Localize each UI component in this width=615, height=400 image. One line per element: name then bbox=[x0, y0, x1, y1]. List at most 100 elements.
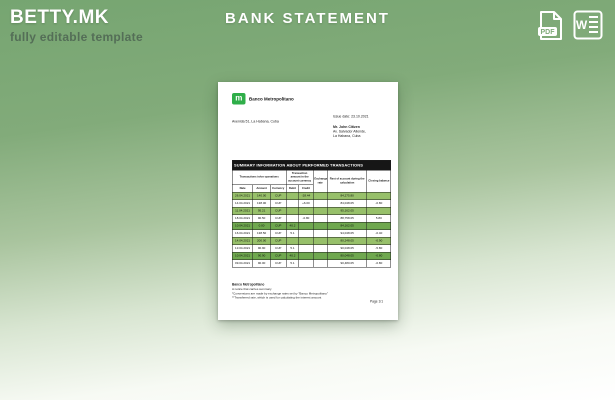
cell-currency: CUP bbox=[270, 199, 287, 208]
document-footer: Banco Metropolitano A notice that carrie… bbox=[232, 283, 328, 300]
cell-rate bbox=[312, 207, 328, 216]
cell-credit bbox=[298, 252, 314, 261]
cell-credit bbox=[298, 229, 314, 238]
cell-credit bbox=[298, 237, 314, 246]
word-download-icon[interactable]: W bbox=[573, 10, 603, 40]
cell-rest: 84,048.05 bbox=[327, 199, 368, 208]
cell-closing: -0.40 bbox=[366, 229, 391, 238]
cell-rest: 88,758.05 bbox=[327, 214, 368, 223]
cell-amount: 200.00 bbox=[252, 237, 271, 246]
cell-currency: CUP bbox=[270, 244, 287, 253]
cell-closing: -5.80 bbox=[366, 244, 391, 253]
cell-rest: 80,248.05 bbox=[327, 237, 368, 246]
cell-date: 16.04.2021 bbox=[231, 229, 254, 238]
table-row: 09.04.2021 90.00 CUP 5.1 90,480.05 -0.80 bbox=[231, 259, 391, 268]
cell-rate bbox=[312, 229, 328, 238]
cell-debit bbox=[285, 192, 300, 201]
col-header-credit: Credit bbox=[298, 184, 314, 193]
cell-date: 10.04.2021 bbox=[231, 252, 254, 261]
group-header-rest-of-account: Rest of account during the calculation bbox=[327, 169, 368, 193]
cell-date: 14.04.2021 bbox=[231, 237, 254, 246]
cell-currency: CUP bbox=[270, 222, 287, 231]
footer-note-1: *Conversions are made by exchange rates … bbox=[232, 292, 329, 296]
issue-date: Issue date: 23.10.2021 bbox=[333, 115, 369, 119]
bank-address: Avenida 51, La Habana, Cuba bbox=[232, 120, 279, 124]
cell-credit bbox=[298, 244, 314, 253]
cell-credit bbox=[298, 207, 314, 216]
cell-debit bbox=[285, 214, 300, 223]
group-header-operations: Transactions in/on operations bbox=[232, 169, 287, 186]
table-row: 10.04.2021 90.90 CUP 40.2 80,048.05 -0.80 bbox=[231, 252, 391, 261]
cell-debit bbox=[285, 237, 300, 246]
table-row: 10.04.2021 0.00 CUP 40.2 84,162.05 bbox=[231, 222, 391, 231]
cell-credit: -0.80 bbox=[298, 214, 314, 223]
document-preview[interactable]: m Banco Metropolitano Avenida 51, La Hab… bbox=[218, 82, 398, 320]
word-icon-label: W bbox=[576, 18, 588, 32]
recipient-city: La Habana, Cuba bbox=[333, 134, 361, 139]
footer-bank-name: Banco Metropolitano bbox=[232, 283, 265, 287]
cell-currency: CUP bbox=[270, 214, 287, 223]
cell-date: 09.04.2021 bbox=[231, 259, 254, 268]
recipient-block: Mr. John Citizen Av. Salvador Allende, L… bbox=[333, 125, 366, 139]
table-row: 13.04.2021 90.90 CUP 5.1 90,048.05 -5.80 bbox=[231, 244, 391, 253]
cell-debit bbox=[285, 199, 300, 208]
cell-credit bbox=[298, 259, 314, 268]
cell-date: 10.04.2021 bbox=[231, 222, 254, 231]
cell-amount: 90.00 bbox=[252, 259, 271, 268]
cell-debit: 5.1 bbox=[285, 244, 300, 253]
brand-logo: BETTY.MK bbox=[10, 7, 109, 28]
cell-amount: 90.50 bbox=[252, 214, 271, 223]
group-header-closing-balance: Closing balance bbox=[366, 169, 391, 193]
cell-amount: 140.00 bbox=[252, 192, 271, 201]
cell-closing: -0.90 bbox=[366, 237, 391, 246]
bank-name: Banco Metropolitano bbox=[249, 96, 294, 102]
cell-credit: -28.44 bbox=[298, 192, 314, 201]
cell-debit bbox=[285, 207, 300, 216]
cell-debit: 5.1 bbox=[285, 259, 300, 268]
statement-table-body: 26.04.2021 140.00 CUP -28.44 84,275.80 14.04.… bbox=[231, 192, 391, 268]
cell-date: 14.04.2021 bbox=[231, 199, 254, 208]
cell-rest: 84,162.05 bbox=[327, 222, 368, 231]
table-row: 11.04.2021 95.21 CUP 95,162.05 bbox=[231, 207, 391, 216]
cell-credit bbox=[298, 222, 314, 231]
cell-currency: CUP bbox=[270, 252, 287, 261]
cell-rate bbox=[312, 244, 328, 253]
cell-date: 11.04.2021 bbox=[231, 207, 254, 216]
cell-debit: 40.2 bbox=[285, 222, 300, 231]
cell-closing: -0.80 bbox=[366, 252, 391, 261]
cell-closing bbox=[366, 207, 391, 216]
cell-closing bbox=[366, 192, 391, 201]
bank-statement-page: m Banco Metropolitano Avenida 51, La Hab… bbox=[218, 82, 398, 320]
table-row: 14.04.2021 200.00 CUP 80,248.05 -0.90 bbox=[231, 237, 391, 246]
page-title: BANK STATEMENT bbox=[225, 10, 390, 27]
cell-amount: 90.90 bbox=[252, 252, 271, 261]
cell-rate bbox=[312, 222, 328, 231]
cell-closing bbox=[366, 222, 391, 231]
download-buttons: PDF W bbox=[537, 10, 603, 41]
cell-rate bbox=[312, 252, 328, 261]
cell-amount: 95.21 bbox=[252, 207, 271, 216]
cell-rest: 90,480.05 bbox=[327, 259, 368, 268]
cell-date: 13.04.2021 bbox=[231, 244, 254, 253]
cell-amount: 138.50 bbox=[252, 229, 271, 238]
col-header-debit: Debit bbox=[285, 184, 300, 193]
table-row: 26.04.2021 140.00 CUP -28.44 84,275.80 bbox=[231, 192, 391, 201]
col-header-currency: Currency bbox=[270, 184, 287, 193]
cell-closing: 5.80 bbox=[366, 214, 391, 223]
pdf-download-icon[interactable]: PDF bbox=[537, 10, 564, 41]
cell-rest: 94,048.05 bbox=[327, 229, 368, 238]
cell-credit: +6.00 bbox=[298, 199, 314, 208]
cell-amount: 0.00 bbox=[252, 222, 271, 231]
cell-currency: CUP bbox=[270, 192, 287, 201]
transactions-table: SUMMARY INFORMATION ABOUT PERFORMED TRAN… bbox=[231, 160, 391, 268]
brand-tagline: fully editable template bbox=[10, 30, 143, 44]
cell-amount: 138.00 bbox=[252, 199, 271, 208]
table-row: 14.04.2021 138.00 CUP +6.00 84,048.05 -0.80 bbox=[231, 199, 391, 208]
cell-rate bbox=[312, 192, 328, 201]
recipient-name: Mr. John Citizen bbox=[333, 125, 360, 130]
cell-debit: 40.2 bbox=[285, 252, 300, 261]
cell-date: 18.04.2021 bbox=[231, 214, 254, 223]
cell-rate bbox=[312, 237, 328, 246]
cell-rest: 84,275.80 bbox=[327, 192, 368, 201]
